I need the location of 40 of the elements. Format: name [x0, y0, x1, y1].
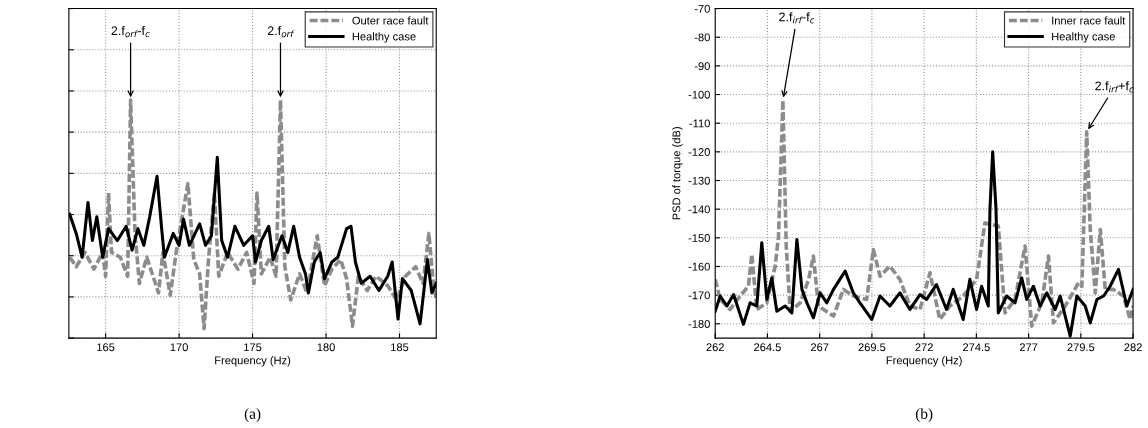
x-tick-label: 267 [810, 343, 829, 352]
y-tick-label: -150 [688, 234, 710, 242]
line-series [715, 98, 1134, 328]
text: (b) [915, 408, 933, 423]
x-tick-label: 269.5 [858, 343, 886, 352]
x-tick-label: 279.5 [1067, 343, 1095, 352]
y-tick-label: -90 [694, 62, 710, 71]
x-axis-title: Frequency (Hz) [886, 356, 962, 367]
y-tick-label: -100 [688, 90, 710, 99]
text: (a) [244, 408, 261, 423]
annotation: 2.f$_{irf}$-f$_{c}$ [779, 12, 815, 24]
legend-label: Healthy case [1052, 32, 1115, 43]
y-tick-label: -180 [688, 320, 710, 328]
legend-label: Inner race fault [1052, 16, 1126, 25]
legend-label: Outer race fault [352, 16, 429, 25]
y-tick-label: -120 [688, 148, 710, 156]
y-axis-title: PSD of torque (dB) [672, 127, 683, 220]
y-tick-label: -70 [694, 4, 710, 13]
y-tick-label: -160 [688, 262, 710, 271]
x-tick-label: 185 [391, 343, 409, 352]
y-tick-label: -110 [689, 119, 710, 128]
x-axis-title: Frequency (Hz) [215, 356, 291, 367]
legend-label: Healthy case [352, 32, 416, 43]
x-tick-label: 175 [244, 343, 262, 352]
x-tick-label: 262 [706, 343, 724, 352]
x-tick-label: 272 [915, 343, 933, 352]
y-tick-label: -130 [688, 176, 710, 185]
x-tick-label: 170 [170, 343, 188, 352]
x-tick-label: 165 [97, 343, 115, 352]
x-tick-label: 277 [1019, 343, 1038, 352]
annotation: 2.f$_{orf}$-f$_{c}$ [111, 25, 150, 38]
x-tick-label: 274.5 [963, 343, 990, 352]
y-tick-label: -170 [688, 291, 710, 300]
annotation: 2.f$_{irf}$+f$_{c}$ [1095, 81, 1134, 93]
y-tick-label: -140 [688, 205, 710, 214]
x-tick-label: 180 [317, 343, 335, 352]
y-tick-label: -80 [694, 33, 710, 42]
x-tick-label: 282 [1124, 343, 1142, 352]
annotation: 2.f$_{orf}$ [267, 25, 295, 38]
x-tick-label: 264.5 [754, 343, 781, 352]
